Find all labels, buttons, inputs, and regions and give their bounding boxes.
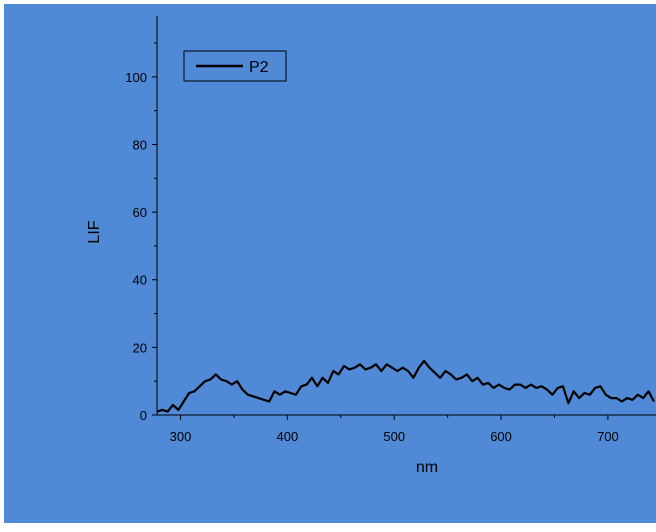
y-tick-label-80: 80 — [133, 137, 147, 152]
legend-box — [183, 50, 287, 82]
y-tick-label-100: 100 — [125, 70, 147, 85]
x-tick-label-400: 400 — [277, 429, 299, 444]
chart-background — [4, 4, 656, 523]
x-tick-label-600: 600 — [490, 429, 512, 444]
x-ticks: 300 400 500 600 700 — [170, 415, 619, 444]
legend: P2 — [183, 50, 287, 82]
y-tick-label-20: 20 — [133, 340, 147, 355]
y-ticks: 0 20 40 60 80 100 — [125, 42, 157, 423]
x-tick-label-300: 300 — [170, 429, 192, 444]
series-line-p2 — [156, 359, 655, 413]
x-tick-label-500: 500 — [383, 429, 405, 444]
y-axis-title: LIF — [86, 220, 103, 243]
axes — [156, 16, 656, 416]
legend-label: P2 — [249, 59, 269, 76]
y-tick-label-60: 60 — [133, 205, 147, 220]
x-tick-label-700: 700 — [597, 429, 619, 444]
y-tick-label-40: 40 — [133, 273, 147, 288]
y-tick-label-0: 0 — [140, 408, 147, 423]
x-axis-title: nm — [416, 459, 438, 476]
